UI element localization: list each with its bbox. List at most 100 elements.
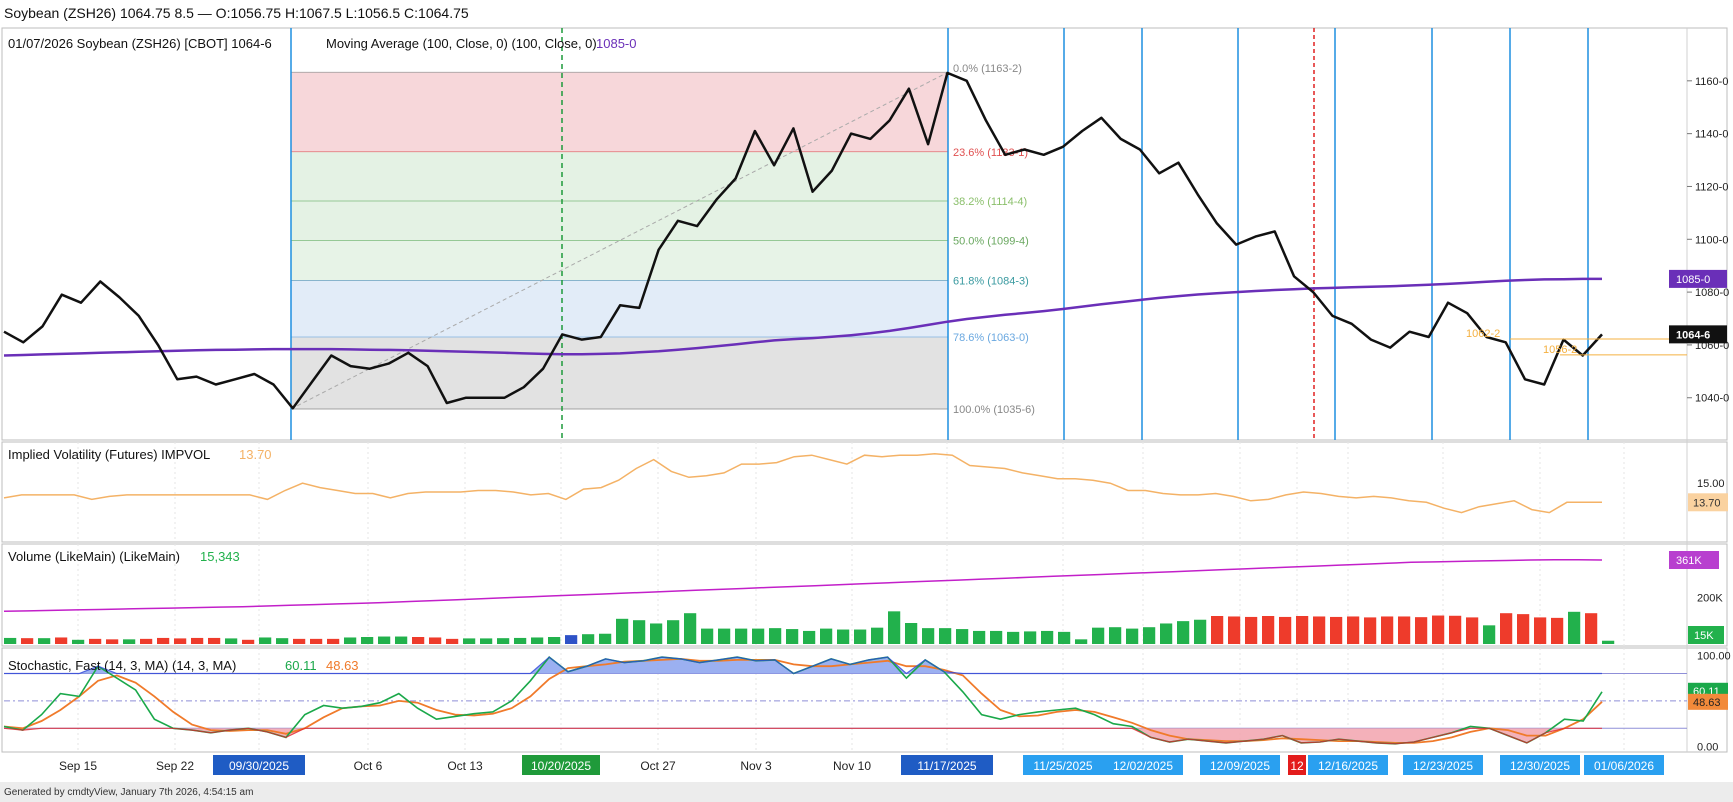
volume-bar <box>1500 613 1513 644</box>
volume-bar <box>820 628 833 644</box>
volume-bar <box>1296 616 1309 644</box>
volume-bar <box>123 639 136 644</box>
price-legend-title: 01/07/2026 Soybean (ZSH26) [CBOT] 1064-6 <box>8 36 272 51</box>
volume-bar <box>769 628 782 644</box>
support-label-0: 1062-2 <box>1466 328 1500 340</box>
fib-label-1: 23.6% (1133-1) <box>953 147 1028 159</box>
volume-ma-badge <box>1669 551 1719 569</box>
volume-bar <box>191 637 204 644</box>
time-tick-label: Oct 6 <box>354 759 383 773</box>
volume-bar <box>1092 627 1105 644</box>
volume-bar <box>616 618 629 644</box>
date-badge-label: 11/25/2025 <box>1033 759 1092 773</box>
iv-badge <box>1688 493 1728 512</box>
volume-axis: 200K <box>77 544 1723 646</box>
date-badge-label: 10/20/2025 <box>531 759 591 773</box>
date-badge <box>1584 755 1664 775</box>
time-axis: Sep 15 Sep 22 09/30/2025 Oct 6 Oct 13 10/20/2… <box>59 755 1664 775</box>
ma-legend-value: 1085-0 <box>596 36 636 51</box>
volume-legend-title: Volume (LikeMain) (LikeMain) <box>8 549 180 564</box>
volume-bar <box>1330 616 1343 644</box>
volume-bar <box>480 638 493 644</box>
time-tick-label: Sep 15 <box>59 759 97 773</box>
volume-bar <box>293 638 306 644</box>
price-axis: 1160-01140-01120-01100-01080-01060-01040… <box>1687 76 1729 405</box>
date-badge <box>522 755 600 775</box>
volume-bar <box>463 638 476 644</box>
iv-tick-label-0: 15.00 <box>1697 478 1725 490</box>
fibonacci-retracement[interactable]: 0.0% (1163-2) 23.6% (1133-1) 38.2% (1114-4… <box>290 63 1035 416</box>
volume-bar <box>1228 616 1241 644</box>
volume-pane[interactable]: 200K 361K 15K Volume (LikeMain) (LikeMain… <box>3 544 1724 646</box>
header-bar <box>0 0 1733 26</box>
volume-bar <box>973 630 986 644</box>
volume-bar <box>225 638 238 644</box>
volume-bar <box>565 635 578 644</box>
volume-bar <box>718 628 731 644</box>
volume-bar <box>1517 614 1530 644</box>
volume-bar <box>1126 628 1139 644</box>
volume-bar <box>242 639 255 644</box>
iv-axis: 15.00 <box>77 442 1725 542</box>
fib-band-0 <box>291 72 948 152</box>
volume-bar <box>4 637 17 644</box>
stochastic-d-badge-label: 48.63 <box>1693 697 1721 709</box>
volume-bar <box>106 639 119 644</box>
volume-bar <box>599 633 612 644</box>
stochastic-d-line <box>3 657 1603 744</box>
stochastic-series: 60.11 48.63 <box>3 655 1728 745</box>
date-badge-label: 09/30/2025 <box>229 759 289 773</box>
iv-line <box>3 453 1602 514</box>
last-price-badge <box>1669 325 1727 344</box>
volume-bar <box>1245 616 1258 644</box>
volume-bar <box>667 620 680 644</box>
volume-bar <box>548 637 561 644</box>
ma-badge-label: 1085-0 <box>1676 274 1710 286</box>
volume-last-badge <box>1688 626 1724 644</box>
iv-legend-title: Implied Volatility (Futures) IMPVOL <box>8 447 210 462</box>
volume-bar <box>259 637 272 644</box>
volume-bar <box>837 629 850 644</box>
fib-label-2: 38.2% (1114-4) <box>953 196 1027 208</box>
volume-bar <box>531 637 544 644</box>
volume-bar <box>1381 616 1394 644</box>
volume-bar <box>55 637 68 644</box>
date-badge <box>1288 755 1306 775</box>
volume-bar <box>1364 617 1377 644</box>
stochastic-pane[interactable]: 100.00 0.00 60.11 48.63 Stochastic, Fast (… <box>3 648 1731 754</box>
volume-bars <box>4 611 1615 644</box>
fib-label-6: 100.0% (1035-6) <box>953 404 1035 416</box>
volume-bar <box>429 637 442 644</box>
volume-bar <box>633 620 646 644</box>
volume-bar <box>310 638 323 644</box>
volume-bar <box>1466 617 1479 644</box>
volume-bar <box>1585 613 1598 644</box>
volume-bar <box>1415 617 1428 644</box>
volume-bar <box>854 629 867 644</box>
volume-bar <box>939 628 952 644</box>
time-tick-label: Oct 13 <box>447 759 483 773</box>
volume-bar <box>497 638 510 644</box>
volume-bar <box>446 638 459 644</box>
volume-bar <box>1483 625 1496 644</box>
volume-bar <box>1449 615 1462 644</box>
price-pane[interactable]: 0.0% (1163-2) 23.6% (1133-1) 38.2% (1114-4… <box>3 28 1729 440</box>
volume-bar <box>1602 640 1615 644</box>
price-tick-label-2: 1120-0 <box>1695 181 1728 193</box>
volume-bar <box>1160 623 1173 644</box>
volume-bar <box>786 629 799 644</box>
date-badge <box>213 755 305 775</box>
price-series: 1062-2 1056-2 1064-6 1085-0 <box>3 71 1727 410</box>
date-badge <box>1103 755 1183 775</box>
fib-band-3 <box>291 240 948 281</box>
volume-bar <box>1041 630 1054 644</box>
volume-bar <box>871 627 884 644</box>
volume-bar <box>361 637 374 644</box>
implied-volatility-pane[interactable]: 15.00 13.70 Implied Volatility (Futures)… <box>3 442 1728 542</box>
volume-bar <box>21 638 34 644</box>
price-line <box>3 71 1603 410</box>
ma-badge <box>1669 269 1727 288</box>
date-badge-label: 12/09/2025 <box>1210 759 1270 773</box>
volume-bar <box>905 623 918 644</box>
volume-bar <box>276 638 289 644</box>
